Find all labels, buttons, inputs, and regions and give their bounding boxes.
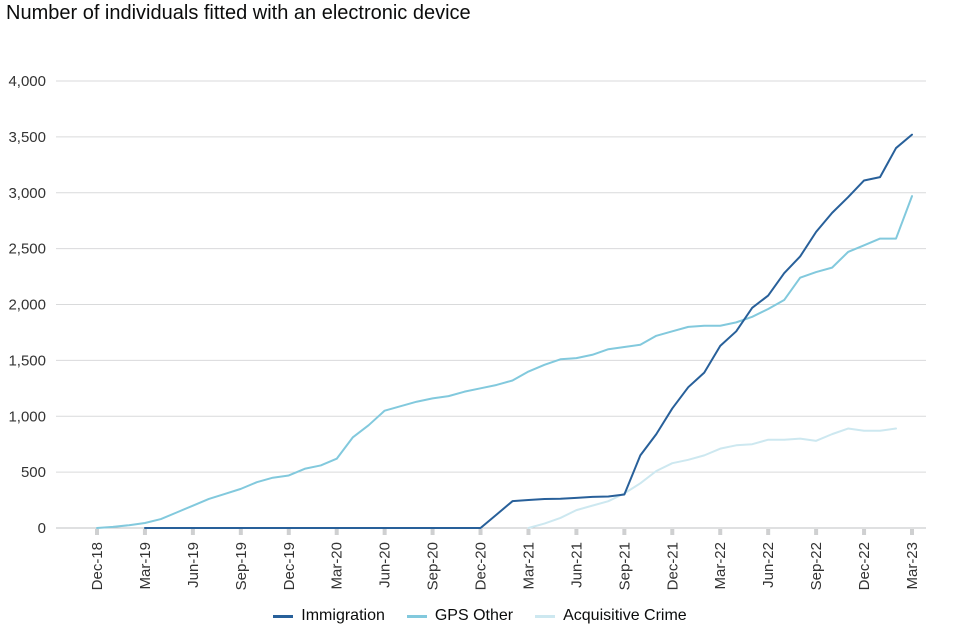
x-tick-label: Dec-21	[664, 542, 681, 590]
legend-item-immigration: Immigration	[273, 607, 385, 625]
x-tick-label: Sep-20	[425, 542, 442, 590]
legend-swatch-acquisitive-crime	[535, 614, 556, 618]
legend-item-gps-other: GPS Other	[406, 607, 514, 625]
x-tick-label: Jun-21	[568, 542, 585, 588]
x-tick-label: Dec-18	[89, 542, 106, 590]
y-tick-label: 1,500	[8, 352, 46, 369]
x-tick-label: Sep-22	[808, 542, 825, 590]
y-tick-label: 4,000	[8, 73, 46, 90]
legend-label-acquisitive-crime: Acquisitive Crime	[563, 607, 687, 624]
gridlines	[56, 80, 926, 529]
x-tick-label: Dec-20	[473, 542, 490, 590]
series-line-acquisitive-crime	[527, 427, 898, 529]
x-tick-label: Jun-22	[760, 542, 777, 588]
x-tick-label: Mar-19	[137, 542, 154, 590]
legend-label-immigration: Immigration	[301, 607, 385, 624]
x-tick-label: Jun-20	[377, 542, 394, 588]
series-line-gps-other	[96, 195, 913, 529]
y-tick-label: 3,000	[8, 185, 46, 202]
legend-swatch-immigration	[273, 614, 294, 618]
y-tick-label: 1,000	[8, 408, 46, 425]
legend: Immigration GPS Other Acquisitive Crime	[0, 607, 960, 625]
y-tick-label: 0	[38, 520, 46, 537]
legend-item-acquisitive-crime: Acquisitive Crime	[535, 607, 687, 625]
x-tick-label: Dec-22	[856, 542, 873, 590]
legend-swatch-gps-other	[406, 614, 427, 618]
y-tick-label: 500	[21, 464, 46, 481]
series-line-immigration	[143, 133, 913, 529]
x-tick-label: Jun-19	[185, 542, 202, 588]
x-tick-label: Mar-22	[712, 542, 729, 590]
y-tick-label: 2,500	[8, 241, 46, 258]
chart-title: Number of individuals fitted with an ele…	[6, 2, 471, 24]
x-tick-label: Dec-19	[281, 542, 298, 590]
x-tick-label: Sep-21	[616, 542, 633, 590]
y-tick-label: 2,000	[8, 297, 46, 314]
x-axis-ticks: Dec-18 Mar-19 Jun-19 Sep-19 Dec-19 Mar-20 Jun-…	[89, 529, 921, 590]
y-tick-label: 3,500	[8, 129, 46, 146]
x-tick-label: Mar-23	[904, 542, 921, 590]
x-tick-label: Mar-20	[329, 542, 346, 590]
x-tick-label: Mar-21	[520, 542, 537, 590]
legend-label-gps-other: GPS Other	[434, 607, 514, 624]
y-axis-ticks: 0 500 1,000 1,500 2,000 2,500 3,000 3,500 4,000	[8, 73, 46, 537]
series-lines	[96, 133, 913, 529]
x-tick-label: Sep-19	[233, 542, 250, 590]
